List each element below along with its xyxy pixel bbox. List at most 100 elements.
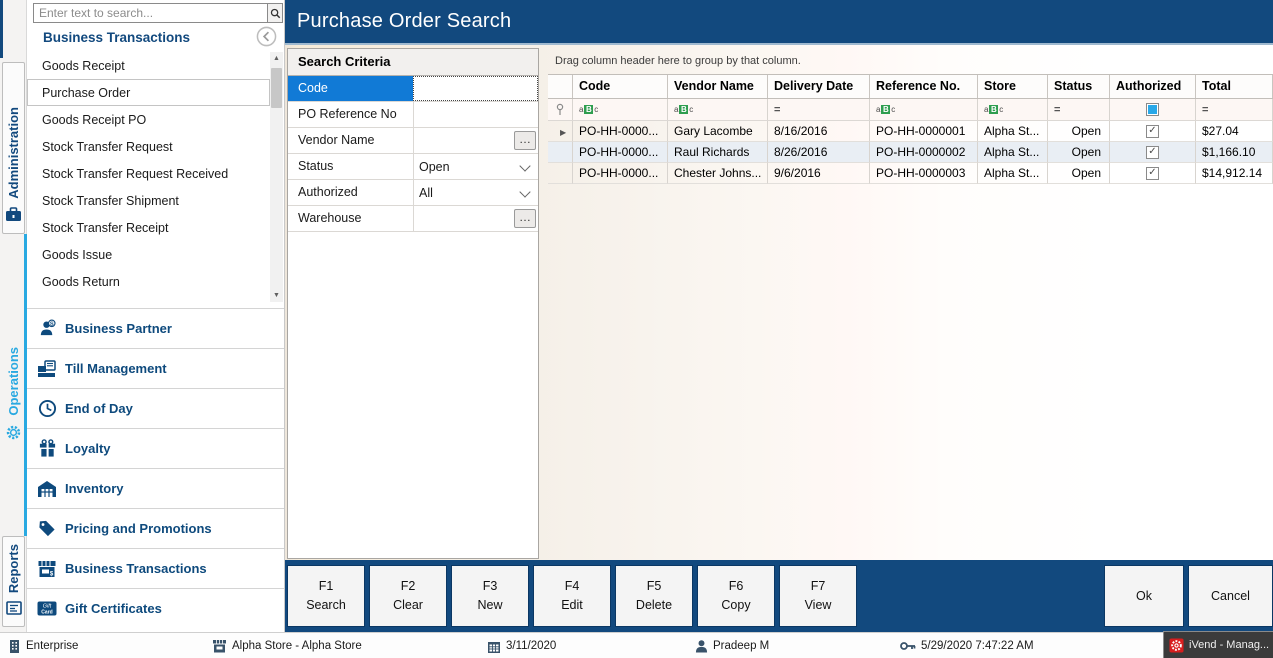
po-reference-input[interactable] — [419, 102, 538, 127]
delete-button-f5[interactable]: F5 Delete — [615, 565, 693, 627]
checked-checkbox-icon: ✓ — [1146, 166, 1159, 180]
list-item-goods-return[interactable]: Goods Return — [42, 275, 120, 289]
criteria-label: PO Reference No — [298, 107, 397, 121]
ivend-gear-icon — [1169, 637, 1184, 653]
column-header-delivery-date[interactable]: Delivery Date — [768, 75, 870, 98]
status-business-date-label: 3/11/2020 — [506, 640, 557, 652]
cell-code: PO-HH-0000... — [573, 163, 668, 184]
filter-status[interactable]: = — [1048, 99, 1110, 120]
cell-status: Open — [1048, 163, 1110, 184]
list-item-stock-transfer-shipment[interactable]: Stock Transfer Shipment — [42, 194, 179, 208]
criteria-row-vendor-name[interactable]: Vendor Name … — [288, 128, 538, 154]
ok-button[interactable]: Ok — [1104, 565, 1184, 627]
svg-text:Gift: Gift — [43, 604, 52, 610]
module-loyalty[interactable]: Loyalty — [27, 428, 284, 468]
vendor-lookup-button[interactable]: … — [514, 131, 536, 150]
new-button-f3[interactable]: F3 New — [451, 565, 529, 627]
cell-total: $27.04 — [1196, 121, 1273, 142]
table-row[interactable]: PO-HH-0000... Raul Richards 8/26/2016 PO… — [548, 142, 1273, 163]
cell-vendor: Chester Johns... — [668, 163, 768, 184]
module-inventory[interactable]: Inventory — [27, 468, 284, 508]
criteria-row-status[interactable]: Status Open — [288, 154, 538, 180]
collapse-back-icon[interactable] — [256, 26, 277, 47]
search-criteria-panel: Search Criteria Code PO Reference No Ven… — [287, 48, 539, 559]
clear-button-f2[interactable]: F2 Clear — [369, 565, 447, 627]
criteria-row-po-reference[interactable]: PO Reference No — [288, 102, 538, 128]
filter-pin-icon — [548, 99, 573, 120]
table-row[interactable]: ▶ PO-HH-0000... Gary Lacombe 8/16/2016 P… — [548, 121, 1273, 142]
list-item-purchase-order[interactable]: Purchase Order — [27, 79, 270, 106]
nav-search-input[interactable] — [33, 3, 267, 23]
chevron-down-icon[interactable] — [521, 188, 529, 196]
table-row[interactable]: PO-HH-0000... Chester Johns... 9/6/2016 … — [548, 163, 1273, 184]
action-bar: F1 Search F2 Clear F3 New F4 Edit F5 Delete F… — [285, 560, 1273, 632]
row-indicator — [548, 163, 573, 184]
scroll-up-icon[interactable]: ▲ — [273, 55, 280, 62]
tab-reports[interactable]: Reports — [2, 536, 25, 627]
view-button-f7[interactable]: F7 View — [779, 565, 857, 627]
list-scrollbar[interactable]: ▲ ▼ — [270, 52, 283, 302]
cancel-button[interactable]: Cancel — [1188, 565, 1273, 627]
cell-delivery: 8/26/2016 — [768, 142, 870, 163]
scrollbar-thumb[interactable] — [271, 68, 282, 108]
chevron-down-icon[interactable] — [521, 162, 529, 170]
criteria-row-code[interactable]: Code — [288, 76, 538, 102]
filter-delivery-date[interactable]: = — [768, 99, 870, 120]
cell-total: $14,912.14 — [1196, 163, 1273, 184]
tab-administration[interactable]: Administration — [2, 62, 25, 234]
list-item-stock-transfer-request-received[interactable]: Stock Transfer Request Received — [42, 167, 229, 181]
key-icon — [900, 642, 916, 650]
module-label: Pricing and Promotions — [65, 521, 212, 536]
cell-code: PO-HH-0000... — [573, 121, 668, 142]
list-item-stock-transfer-request[interactable]: Stock Transfer Request — [42, 140, 173, 154]
column-header-status[interactable]: Status — [1048, 75, 1110, 98]
code-input[interactable] — [419, 77, 537, 100]
status-selected-value: Open — [419, 159, 450, 174]
criteria-title: Search Criteria — [288, 49, 538, 76]
list-item-goods-issue[interactable]: Goods Issue — [42, 248, 113, 262]
filter-authorized-checkbox[interactable] — [1110, 99, 1196, 120]
search-button-f1[interactable]: F1 Search — [287, 565, 365, 627]
module-label: Business Transactions — [65, 561, 207, 576]
module-gift-certificates[interactable]: Gift Card Gift Certificates — [27, 588, 284, 628]
checked-checkbox-icon: ✓ — [1146, 145, 1159, 159]
cell-store: Alpha St... — [978, 163, 1048, 184]
gift-icon — [36, 439, 58, 459]
criteria-label: Status — [298, 159, 334, 173]
cell-total: $1,166.10 — [1196, 142, 1273, 163]
current-row-arrow-icon: ▶ — [560, 128, 567, 137]
column-header-code[interactable]: Code — [573, 75, 668, 98]
warehouse-icon — [36, 479, 58, 499]
scroll-down-icon[interactable]: ▼ — [273, 292, 280, 299]
edit-button-f4[interactable]: F4 Edit — [533, 565, 611, 627]
column-header-authorized[interactable]: Authorized — [1110, 75, 1196, 98]
status-login-time: 5/29/2020 7:47:22 AM — [900, 633, 1034, 658]
list-item-goods-receipt[interactable]: Goods Receipt — [42, 59, 125, 73]
search-button[interactable] — [267, 3, 283, 23]
column-header-total[interactable]: Total — [1196, 75, 1273, 98]
filter-total[interactable]: = — [1196, 99, 1273, 120]
warehouse-lookup-button[interactable]: … — [514, 209, 536, 228]
module-business-transactions[interactable]: $ Business Transactions — [27, 548, 284, 588]
column-header-vendor-name[interactable]: Vendor Name — [668, 75, 768, 98]
module-pricing-and-promotions[interactable]: Pricing and Promotions — [27, 508, 284, 548]
list-item-stock-transfer-receipt[interactable]: Stock Transfer Receipt — [42, 221, 169, 235]
column-header-store[interactable]: Store — [978, 75, 1048, 98]
column-header-reference-no[interactable]: Reference No. — [870, 75, 978, 98]
criteria-row-warehouse[interactable]: Warehouse … — [288, 206, 538, 232]
copy-button-f6[interactable]: F6 Copy — [697, 565, 775, 627]
cell-status: Open — [1048, 121, 1110, 142]
criteria-label: Warehouse — [298, 211, 362, 225]
module-till-management[interactable]: Till Management — [27, 348, 284, 388]
module-business-partner[interactable]: S Business Partner — [27, 308, 284, 348]
criteria-row-authorized[interactable]: Authorized All — [288, 180, 538, 206]
taskbar-ivend-button[interactable]: iVend - Manag... — [1163, 631, 1273, 658]
tab-operations[interactable]: Operations — [2, 300, 25, 452]
module-end-of-day[interactable]: End of Day — [27, 388, 284, 428]
list-item-goods-receipt-po[interactable]: Goods Receipt PO — [42, 113, 147, 127]
